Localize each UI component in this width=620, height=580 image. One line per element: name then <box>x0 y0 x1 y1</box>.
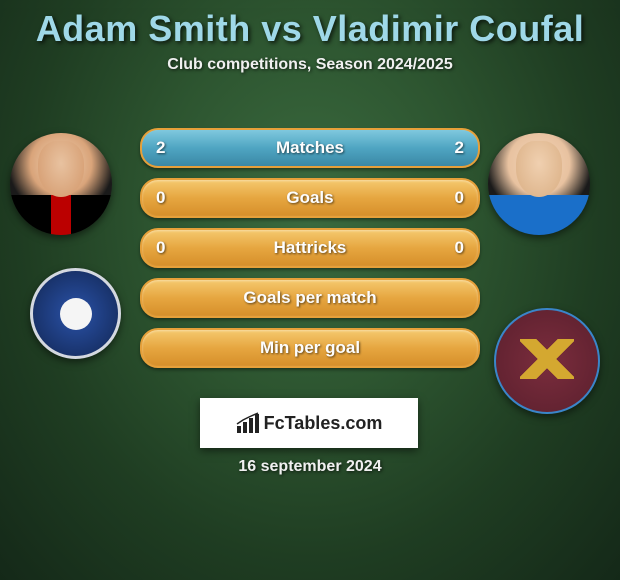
stat-label: Matches <box>276 138 344 158</box>
stat-bar-goals-per-match: Goals per match <box>140 278 480 318</box>
page-date: 16 september 2024 <box>0 458 620 476</box>
stat-value-left: 2 <box>156 138 165 158</box>
stat-value-right: 0 <box>455 238 464 258</box>
stat-label: Min per goal <box>260 338 360 358</box>
stat-bar-hattricks: 0 Hattricks 0 <box>140 228 480 268</box>
stat-label: Goals per match <box>243 288 376 308</box>
stat-bar-matches: 2 Matches 2 <box>140 128 480 168</box>
player1-avatar <box>10 133 112 235</box>
stat-value-right: 0 <box>455 188 464 208</box>
stat-label: Hattricks <box>274 238 347 258</box>
stat-bars: 2 Matches 2 0 Goals 0 0 Hattricks 0 Goal… <box>140 128 480 378</box>
stat-bar-goals: 0 Goals 0 <box>140 178 480 218</box>
stat-bar-min-per-goal: Min per goal <box>140 328 480 368</box>
player2-club-badge <box>494 308 600 414</box>
brand-box: FcTables.com <box>200 398 418 448</box>
stat-label: Goals <box>286 188 333 208</box>
brand-text: FcTables.com <box>264 413 383 434</box>
page-title: Adam Smith vs Vladimir Coufal <box>0 8 620 50</box>
brand-chart-icon <box>236 412 262 434</box>
player2-avatar <box>488 133 590 235</box>
player1-club-badge <box>30 268 121 359</box>
stat-value-right: 2 <box>455 138 464 158</box>
page-subtitle: Club competitions, Season 2024/2025 <box>0 56 620 74</box>
stat-value-left: 0 <box>156 188 165 208</box>
stat-value-left: 0 <box>156 238 165 258</box>
brand-logo: FcTables.com <box>236 412 383 434</box>
